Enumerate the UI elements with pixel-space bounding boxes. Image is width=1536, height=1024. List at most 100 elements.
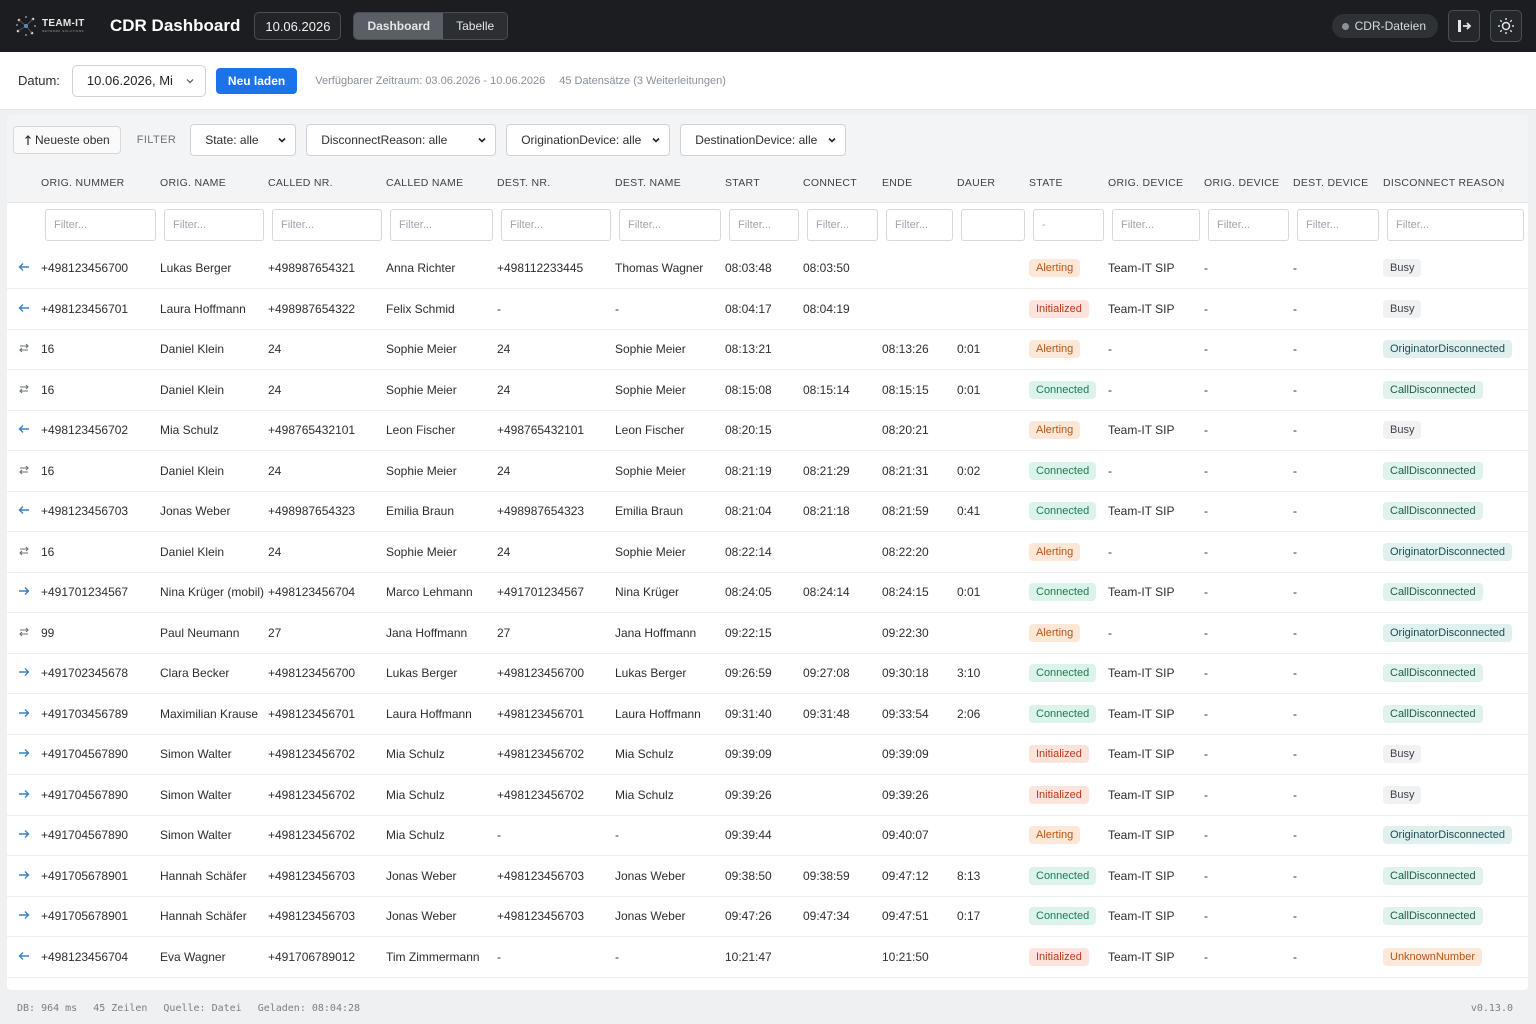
- end-time-cell: 10:21:50: [882, 936, 957, 978]
- table-row[interactable]: +498123456704 Eva Wagner +491706789012 Tim …: [7, 936, 1528, 978]
- col-header[interactable]: CALLED NAME: [386, 164, 497, 203]
- column-filter-row: Filter... Filter... Filter... Filter... …: [7, 202, 1528, 248]
- orig-number-cell: 16: [41, 531, 160, 573]
- state-badge: Alerting: [1029, 826, 1081, 845]
- connect-time-cell: 09:47:34: [803, 896, 882, 937]
- cdr-table-card: Neueste oben FILTER State: alle Disconne…: [7, 115, 1528, 990]
- duration-cell: 0:01: [957, 572, 1029, 613]
- table-row[interactable]: +491703456789 Maximilian Krause +498123456…: [7, 693, 1528, 735]
- end-time-cell: 08:24:15: [882, 572, 957, 613]
- table-row[interactable]: +491704567890 Simon Walter +498123456702 Mi…: [7, 815, 1528, 856]
- destination-device-filter-select[interactable]: DestinationDevice: alle: [680, 123, 847, 156]
- col-header[interactable]: STATE: [1029, 164, 1108, 203]
- disconnect-reason-cell: CallDisconnected: [1383, 855, 1528, 897]
- table-row[interactable]: 16 Daniel Klein 24 Sophie Meier 24 Sophie Mei…: [7, 369, 1528, 411]
- table-row[interactable]: +491702345678 Clara Becker +498123456700 Lu…: [7, 653, 1528, 694]
- orig-device-cell: -: [1204, 491, 1293, 532]
- tab-tabelle[interactable]: Tabelle: [443, 13, 508, 39]
- col-header[interactable]: START: [725, 164, 803, 203]
- col-header[interactable]: ORIG. NAME: [160, 164, 268, 203]
- sort-newest-button[interactable]: Neueste oben: [13, 125, 121, 154]
- disconnect-reason-cell: OriginatorDisconnected: [1383, 329, 1528, 370]
- disconnect-reason-cell: Busy: [1383, 248, 1528, 289]
- column-filter-input[interactable]: Filter...: [886, 209, 953, 242]
- col-header[interactable]: ORIG. NUMMER: [41, 164, 160, 203]
- disconnect-reason-cell: CallDisconnected: [1383, 369, 1528, 411]
- col-header[interactable]: ORIG. DEVICE: [1204, 164, 1293, 203]
- dest-name-cell: Sophie Meier: [615, 450, 725, 492]
- table-row[interactable]: +491704567890 Simon Walter +498123456702 Mi…: [7, 734, 1528, 775]
- column-filter-input[interactable]: Filter...: [390, 209, 493, 242]
- disconnect-reason-filter-select[interactable]: DisconnectReason: alle: [306, 123, 497, 156]
- table-row[interactable]: +498123456701 Laura Hoffmann +498987654322…: [7, 288, 1528, 330]
- date-select[interactable]: 10.06.2026, Mi: [71, 64, 206, 97]
- duration-cell: 0:01: [957, 329, 1029, 370]
- table-row[interactable]: 99 Paul Neumann 27 Jana Hoffmann 27 Jana Hoff…: [7, 612, 1528, 654]
- table-row[interactable]: +491701234567 Nina Krüger (mobil) +4981234…: [7, 572, 1528, 613]
- reload-button[interactable]: Neu laden: [215, 67, 298, 94]
- col-header[interactable]: DEST. DEVICE: [1293, 164, 1383, 203]
- table-row[interactable]: +498123456700 Lukas Berger +498987654321 An…: [7, 248, 1528, 289]
- table-row[interactable]: +491705678901 Hannah Schäfer +498123456703…: [7, 855, 1528, 897]
- column-filter-input[interactable]: Filter...: [45, 209, 156, 242]
- start-time-cell: 09:26:59: [725, 653, 803, 694]
- table-row[interactable]: 16 Daniel Klein 24 Sophie Meier 24 Sophie Mei…: [7, 450, 1528, 492]
- start-time-cell: 09:39:44: [725, 815, 803, 856]
- state-filter-select[interactable]: State: alle: [190, 123, 297, 156]
- start-time-cell: 08:22:14: [725, 531, 803, 573]
- column-filter-input[interactable]: Filter...: [1208, 209, 1289, 242]
- table-row[interactable]: 16 Daniel Klein 24 Sophie Meier 24 Sophie Mei…: [7, 329, 1528, 370]
- logout-button[interactable]: [1448, 10, 1480, 42]
- orig-number-cell: 16: [41, 329, 160, 370]
- logo: TEAM-IT NETWORK SOLUTIONS: [14, 11, 94, 41]
- col-header[interactable]: DEST. NR.: [497, 164, 615, 203]
- state-cell: Alerting: [1029, 248, 1108, 289]
- table-row[interactable]: +491705678901 Hannah Schäfer +498123456703…: [7, 896, 1528, 937]
- column-filter-input[interactable]: Filter...: [1387, 209, 1524, 242]
- column-filter-input[interactable]: Filter...: [807, 209, 878, 242]
- state-cell: Alerting: [1029, 531, 1108, 573]
- column-filter-input[interactable]: Filter...: [1297, 209, 1379, 242]
- column-filter-input[interactable]: Filter...: [272, 209, 382, 242]
- col-header[interactable]: CONNECT: [803, 164, 882, 203]
- called-name-cell: Sophie Meier: [386, 450, 497, 492]
- table-row[interactable]: +491704567890 Simon Walter +498123456702 Mi…: [7, 774, 1528, 816]
- state-column-filter[interactable]: -: [1033, 209, 1104, 242]
- col-header[interactable]: ORIG. DEVICE: [1108, 164, 1204, 203]
- origination-device-filter-select[interactable]: OriginationDevice: alle: [506, 123, 671, 156]
- table-row[interactable]: 16 Daniel Klein 24 Sophie Meier 24 Sophie Mei…: [7, 531, 1528, 573]
- col-header[interactable]: CALLED NR.: [268, 164, 386, 203]
- column-filter-input[interactable]: Filter...: [619, 209, 721, 242]
- disconnect-reason-cell: Busy: [1383, 774, 1528, 816]
- dest-device-cell: -: [1293, 896, 1383, 937]
- orig-device-cell: Team-IT SIP: [1108, 572, 1204, 613]
- dest-number-cell: 24: [497, 531, 615, 573]
- cdr-files-button[interactable]: CDR-Dateien: [1331, 14, 1438, 38]
- orig-name-cell: Mia Schulz: [160, 410, 268, 451]
- column-filter-input[interactable]: Filter...: [729, 209, 799, 242]
- column-filter-input[interactable]: Filter...: [501, 209, 611, 242]
- column-filter-input[interactable]: Filter...: [1112, 209, 1200, 242]
- header-date-chip[interactable]: 10.06.2026: [254, 12, 342, 40]
- reason-badge: Busy: [1383, 421, 1422, 440]
- cdr-table: ORIG. NUMMER ORIG. NAME CALLED NR. CALLE…: [7, 164, 1528, 978]
- orig-number-cell: +491705678901: [41, 855, 160, 897]
- col-header[interactable]: DAUER: [957, 164, 1029, 203]
- orig-name-cell: Daniel Klein: [160, 531, 268, 573]
- dauer-filter-input[interactable]: [961, 209, 1025, 242]
- col-header[interactable]: ENDE: [882, 164, 957, 203]
- theme-toggle-button[interactable]: [1490, 10, 1522, 42]
- table-row[interactable]: +498123456702 Mia Schulz +498765432101 Leon…: [7, 410, 1528, 451]
- orig-device-cell: -: [1108, 329, 1204, 370]
- tab-dashboard[interactable]: Dashboard: [354, 13, 444, 39]
- dest-number-cell: +498123456702: [497, 774, 615, 816]
- column-filter-input[interactable]: Filter...: [164, 209, 264, 242]
- connect-time-cell: [803, 936, 882, 978]
- called-name-cell: Sophie Meier: [386, 329, 497, 370]
- called-name-cell: Tim Zimmermann: [386, 936, 497, 978]
- connect-time-cell: 08:04:19: [803, 288, 882, 330]
- called-number-cell: +498123456703: [268, 896, 386, 937]
- col-header[interactable]: DEST. NAME: [615, 164, 725, 203]
- table-row[interactable]: +498123456703 Jonas Weber +498987654323 Emi…: [7, 491, 1528, 532]
- col-header[interactable]: DISCONNECT REASON: [1383, 164, 1528, 203]
